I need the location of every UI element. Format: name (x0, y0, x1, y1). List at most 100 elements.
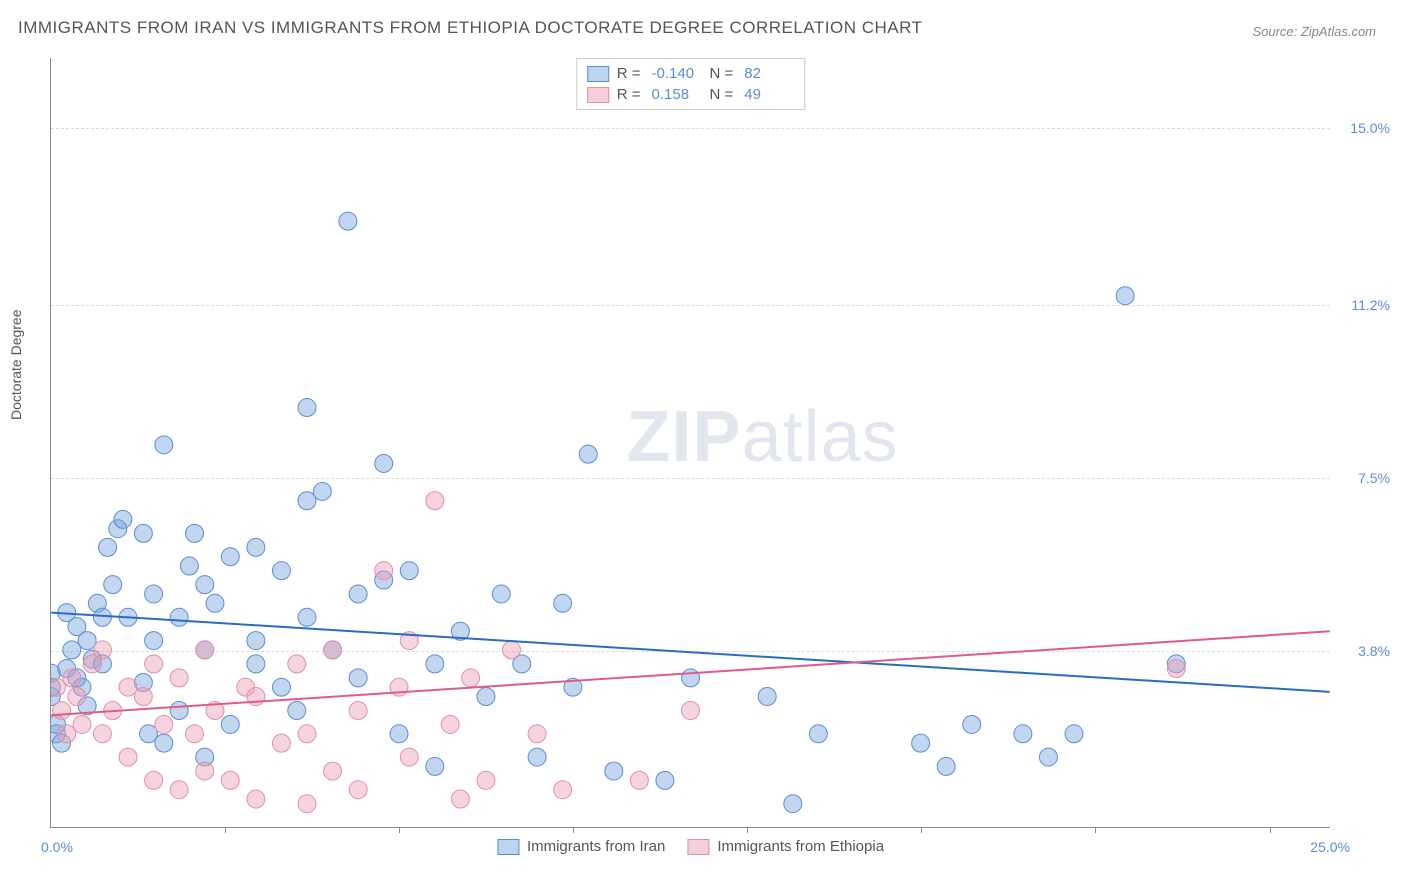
data-point (324, 641, 342, 659)
legend-item-ethiopia: Immigrants from Ethiopia (687, 838, 884, 855)
data-point (145, 632, 163, 650)
swatch-iran (497, 839, 519, 855)
data-point (119, 678, 137, 696)
data-point (554, 594, 572, 612)
data-point (73, 715, 91, 733)
data-point (784, 795, 802, 813)
data-point (272, 734, 290, 752)
data-point (247, 655, 265, 673)
data-point (1039, 748, 1057, 766)
data-point (349, 701, 367, 719)
data-point (68, 688, 86, 706)
data-point (155, 715, 173, 733)
data-point (554, 781, 572, 799)
legend-label-ethiopia: Immigrants from Ethiopia (717, 838, 884, 855)
data-point (400, 748, 418, 766)
data-point (272, 678, 290, 696)
data-point (288, 701, 306, 719)
data-point (758, 688, 776, 706)
data-point (298, 608, 316, 626)
data-point (349, 585, 367, 603)
data-point (441, 715, 459, 733)
data-point (630, 771, 648, 789)
n-label: N = (710, 65, 734, 82)
r-value-iran: -0.140 (652, 65, 702, 82)
data-point (656, 771, 674, 789)
data-point (1116, 287, 1134, 305)
data-point (492, 585, 510, 603)
swatch-ethiopia (587, 87, 609, 103)
data-point (963, 715, 981, 733)
data-point (186, 524, 204, 542)
data-point (221, 771, 239, 789)
scatter-svg (51, 58, 1330, 827)
data-point (134, 688, 152, 706)
data-point (298, 492, 316, 510)
data-point (426, 492, 444, 510)
data-point (155, 436, 173, 454)
data-point (912, 734, 930, 752)
data-point (155, 734, 173, 752)
data-point (170, 669, 188, 687)
data-point (339, 212, 357, 230)
data-point (477, 688, 495, 706)
data-point (93, 725, 111, 743)
data-point (99, 538, 117, 556)
r-label: R = (617, 86, 641, 103)
data-point (145, 771, 163, 789)
n-label: N = (710, 86, 734, 103)
data-point (298, 725, 316, 743)
data-point (451, 790, 469, 808)
data-point (119, 748, 137, 766)
data-point (134, 524, 152, 542)
data-point (477, 771, 495, 789)
data-point (58, 725, 76, 743)
swatch-ethiopia (687, 839, 709, 855)
data-point (682, 669, 700, 687)
legend-correlation: R = -0.140 N = 82 R = 0.158 N = 49 (576, 58, 806, 110)
y-tick-label: 15.0% (1350, 120, 1390, 136)
n-value-iran: 82 (744, 65, 794, 82)
x-max-label: 25.0% (1310, 839, 1350, 855)
data-point (375, 454, 393, 472)
data-point (93, 641, 111, 659)
data-point (288, 655, 306, 673)
data-point (605, 762, 623, 780)
data-point (145, 585, 163, 603)
data-point (349, 669, 367, 687)
data-point (528, 748, 546, 766)
data-point (93, 608, 111, 626)
data-point (503, 641, 521, 659)
data-point (349, 781, 367, 799)
x-tick (921, 827, 922, 833)
data-point (528, 725, 546, 743)
data-point (78, 632, 96, 650)
data-point (682, 701, 700, 719)
data-point (272, 562, 290, 580)
data-point (63, 641, 81, 659)
data-point (426, 655, 444, 673)
data-point (63, 669, 81, 687)
data-point (206, 594, 224, 612)
data-point (53, 701, 71, 719)
data-point (170, 781, 188, 799)
data-point (114, 510, 132, 528)
data-point (170, 701, 188, 719)
swatch-iran (587, 66, 609, 82)
data-point (400, 562, 418, 580)
data-point (298, 399, 316, 417)
data-point (104, 576, 122, 594)
y-tick-label: 7.5% (1358, 470, 1390, 486)
data-point (313, 482, 331, 500)
data-point (298, 795, 316, 813)
x-tick (573, 827, 574, 833)
data-point (247, 790, 265, 808)
data-point (186, 725, 204, 743)
data-point (375, 562, 393, 580)
data-point (579, 445, 597, 463)
data-point (1167, 660, 1185, 678)
data-point (462, 669, 480, 687)
data-point (1014, 725, 1032, 743)
y-tick-label: 11.2% (1351, 297, 1390, 313)
data-point (247, 538, 265, 556)
